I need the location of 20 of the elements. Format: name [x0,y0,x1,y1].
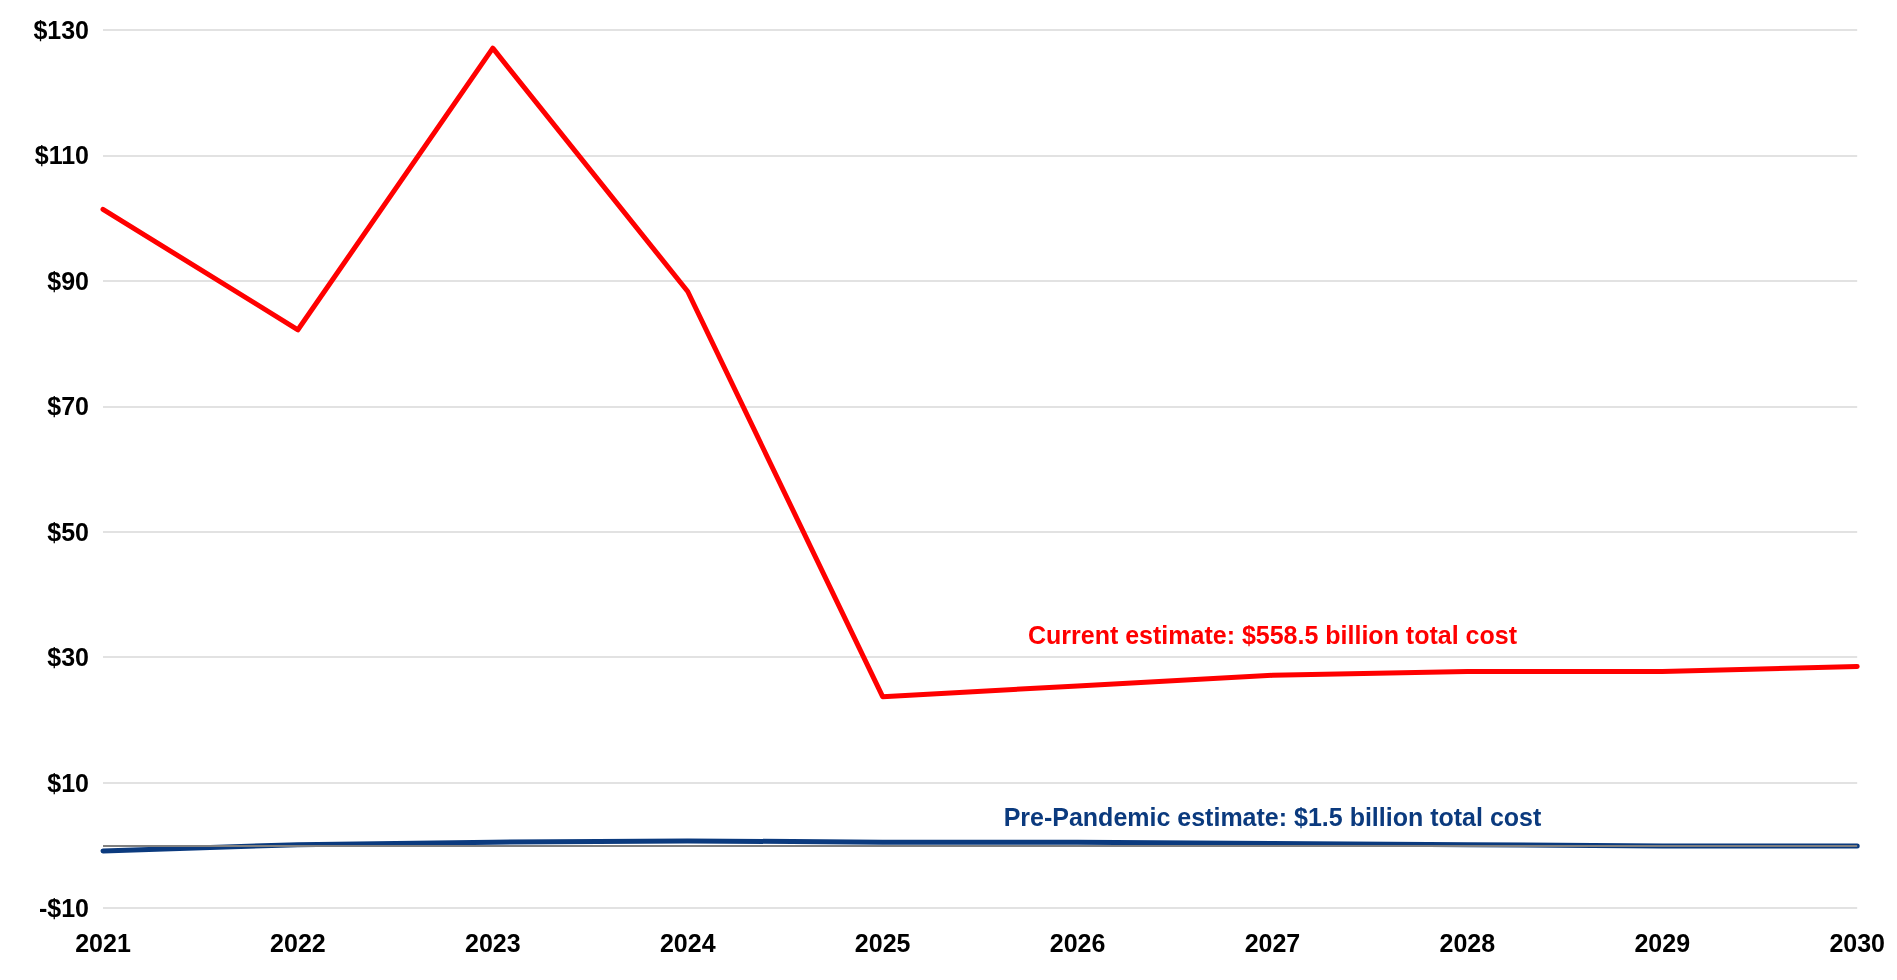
x-tick-label: 2028 [1439,928,1496,957]
x-tick-label: 2025 [854,928,911,957]
x-tick-label: 2021 [75,928,131,957]
x-tick-label: 2023 [465,928,521,957]
x-tick-label: 2030 [1829,928,1885,957]
x-tick-label: 2022 [270,928,326,957]
y-tick-label: -$10 [38,894,89,922]
x-tick-label: 2027 [1244,928,1301,957]
x-tick-label: 2029 [1634,928,1691,957]
x-tick-label: 2026 [1049,928,1106,957]
y-tick-label: $90 [47,266,89,295]
series-label: Current estimate: $558.5 billion total cost [1027,620,1518,649]
x-tick-label: 2024 [659,928,716,957]
y-tick-label: $70 [47,392,89,421]
series-label: Pre-Pandemic estimate: $1.5 billion total cost [1003,802,1542,831]
y-tick-label: $50 [47,517,89,546]
y-tick-label: $130 [33,16,89,44]
y-tick-label: $110 [34,141,89,170]
y-tick-label: $10 [47,768,89,797]
y-tick-label: $30 [47,643,89,672]
